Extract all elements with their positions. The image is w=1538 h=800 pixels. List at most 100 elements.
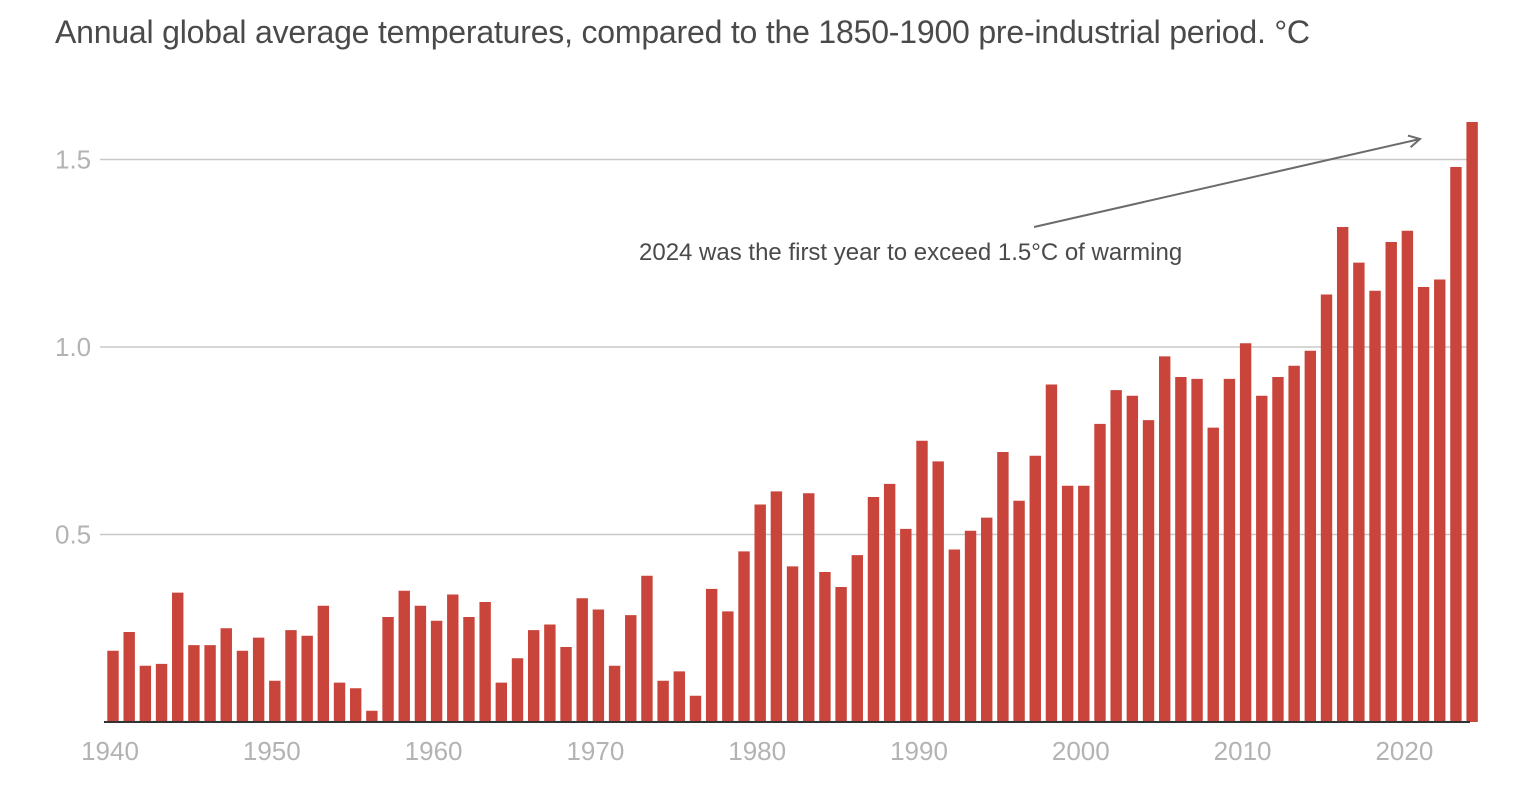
- bar-2018: [1369, 290, 1381, 722]
- bar-1973: [641, 575, 653, 722]
- bar-1986: [851, 555, 863, 723]
- bar-2012: [1272, 377, 1284, 722]
- bar-1969: [576, 598, 588, 722]
- bar-2014: [1304, 350, 1317, 722]
- bar-1959: [414, 605, 427, 722]
- bar-2020: [1401, 230, 1414, 722]
- bar-2019: [1385, 242, 1397, 722]
- bar-1975: [673, 671, 685, 723]
- bar-1998: [1045, 384, 1058, 722]
- bar-1941: [123, 632, 135, 722]
- bar-2022: [1434, 279, 1446, 722]
- y-axis-ticks: 0.5 1.0 1.5: [55, 145, 91, 550]
- bar-1977: [705, 588, 718, 723]
- bar-1970: [592, 609, 605, 722]
- bar-1983: [803, 493, 815, 722]
- bar-1978: [722, 611, 734, 723]
- bar-1976: [689, 695, 702, 722]
- bar-1964: [495, 682, 508, 723]
- x-tick-label: 1960: [405, 736, 463, 766]
- x-tick-label: 2000: [1052, 736, 1110, 766]
- bar-2015: [1320, 294, 1333, 722]
- bar-2002: [1110, 390, 1122, 723]
- bar-1966: [527, 630, 540, 723]
- bar-2017: [1353, 262, 1365, 723]
- bar-1982: [786, 566, 799, 723]
- x-tick-label: 2020: [1375, 736, 1433, 766]
- bar-1995: [997, 452, 1009, 722]
- bar-1967: [544, 624, 556, 722]
- bar-1947: [220, 628, 232, 722]
- y-tick-label: 0.5: [55, 520, 91, 550]
- bar-2003: [1126, 395, 1139, 722]
- bar-2001: [1094, 423, 1106, 723]
- bar-1945: [188, 645, 200, 723]
- bar-2007: [1191, 378, 1203, 723]
- bar-1940: [107, 650, 119, 722]
- x-tick-label: 2010: [1214, 736, 1272, 766]
- bar-2013: [1288, 365, 1300, 722]
- x-tick-label: 1940: [81, 736, 139, 766]
- bar-2004: [1142, 420, 1155, 723]
- bar-1965: [511, 658, 524, 722]
- bar-1955: [350, 688, 362, 722]
- bar-1992: [948, 549, 961, 722]
- bar-2008: [1207, 427, 1219, 723]
- bar-1952: [301, 635, 313, 722]
- annotation-arrow: [1033, 139, 1420, 228]
- bar-1987: [867, 497, 880, 722]
- bar-2005: [1159, 356, 1171, 723]
- bar-1951: [285, 630, 297, 723]
- bar-2009: [1223, 378, 1236, 723]
- bar-2000: [1078, 485, 1090, 722]
- bar-1954: [333, 682, 346, 723]
- bar-1957: [382, 617, 394, 722]
- bars: [107, 122, 1478, 723]
- bar-1961: [447, 594, 459, 722]
- bar-1963: [479, 602, 491, 722]
- bar-1974: [657, 680, 669, 722]
- bar-1943: [155, 663, 168, 723]
- bar-1999: [1061, 485, 1074, 722]
- bar-1991: [932, 461, 944, 723]
- bar-2006: [1175, 377, 1187, 722]
- bar-1996: [1013, 500, 1025, 722]
- bar-1994: [981, 517, 993, 723]
- x-axis-ticks: 1940 1950 1960 1970 1980 1990 2000 2010 2020: [81, 736, 1433, 766]
- bar-2011: [1256, 395, 1268, 722]
- bar-2010: [1239, 343, 1252, 722]
- bar-1956: [366, 710, 378, 722]
- bar-1972: [625, 615, 637, 723]
- bar-1944: [172, 592, 184, 723]
- y-tick-label: 1.0: [55, 332, 91, 362]
- bar-1948: [236, 650, 249, 722]
- bar-1981: [770, 491, 783, 723]
- bar-1960: [430, 620, 443, 722]
- bar-1985: [835, 587, 847, 722]
- bar-1988: [883, 483, 896, 723]
- annotation-label: 2024 was the first year to exceed 1.5°C …: [639, 239, 1182, 266]
- bar-1942: [139, 665, 152, 722]
- x-tick-label: 1970: [566, 736, 624, 766]
- bar-1958: [398, 590, 410, 722]
- chart-title: Annual global average temperatures, comp…: [55, 14, 1310, 50]
- bar-1990: [916, 440, 928, 722]
- bar-1984: [819, 572, 831, 722]
- y-tick-label: 1.5: [55, 145, 91, 175]
- bar-1979: [738, 551, 750, 723]
- bar-1971: [608, 665, 621, 722]
- bar-2023: [1450, 167, 1462, 722]
- bar-1962: [463, 617, 475, 722]
- x-tick-label: 1950: [243, 736, 301, 766]
- bar-2021: [1417, 287, 1430, 722]
- x-tick-label: 1980: [728, 736, 786, 766]
- bar-1953: [317, 605, 330, 722]
- bar-1980: [754, 504, 766, 722]
- bar-2016: [1336, 227, 1349, 722]
- bar-2024: [1466, 122, 1478, 722]
- bar-1949: [252, 637, 265, 723]
- x-tick-label: 1990: [890, 736, 948, 766]
- bar-1993: [964, 530, 977, 722]
- bar-1946: [204, 645, 216, 723]
